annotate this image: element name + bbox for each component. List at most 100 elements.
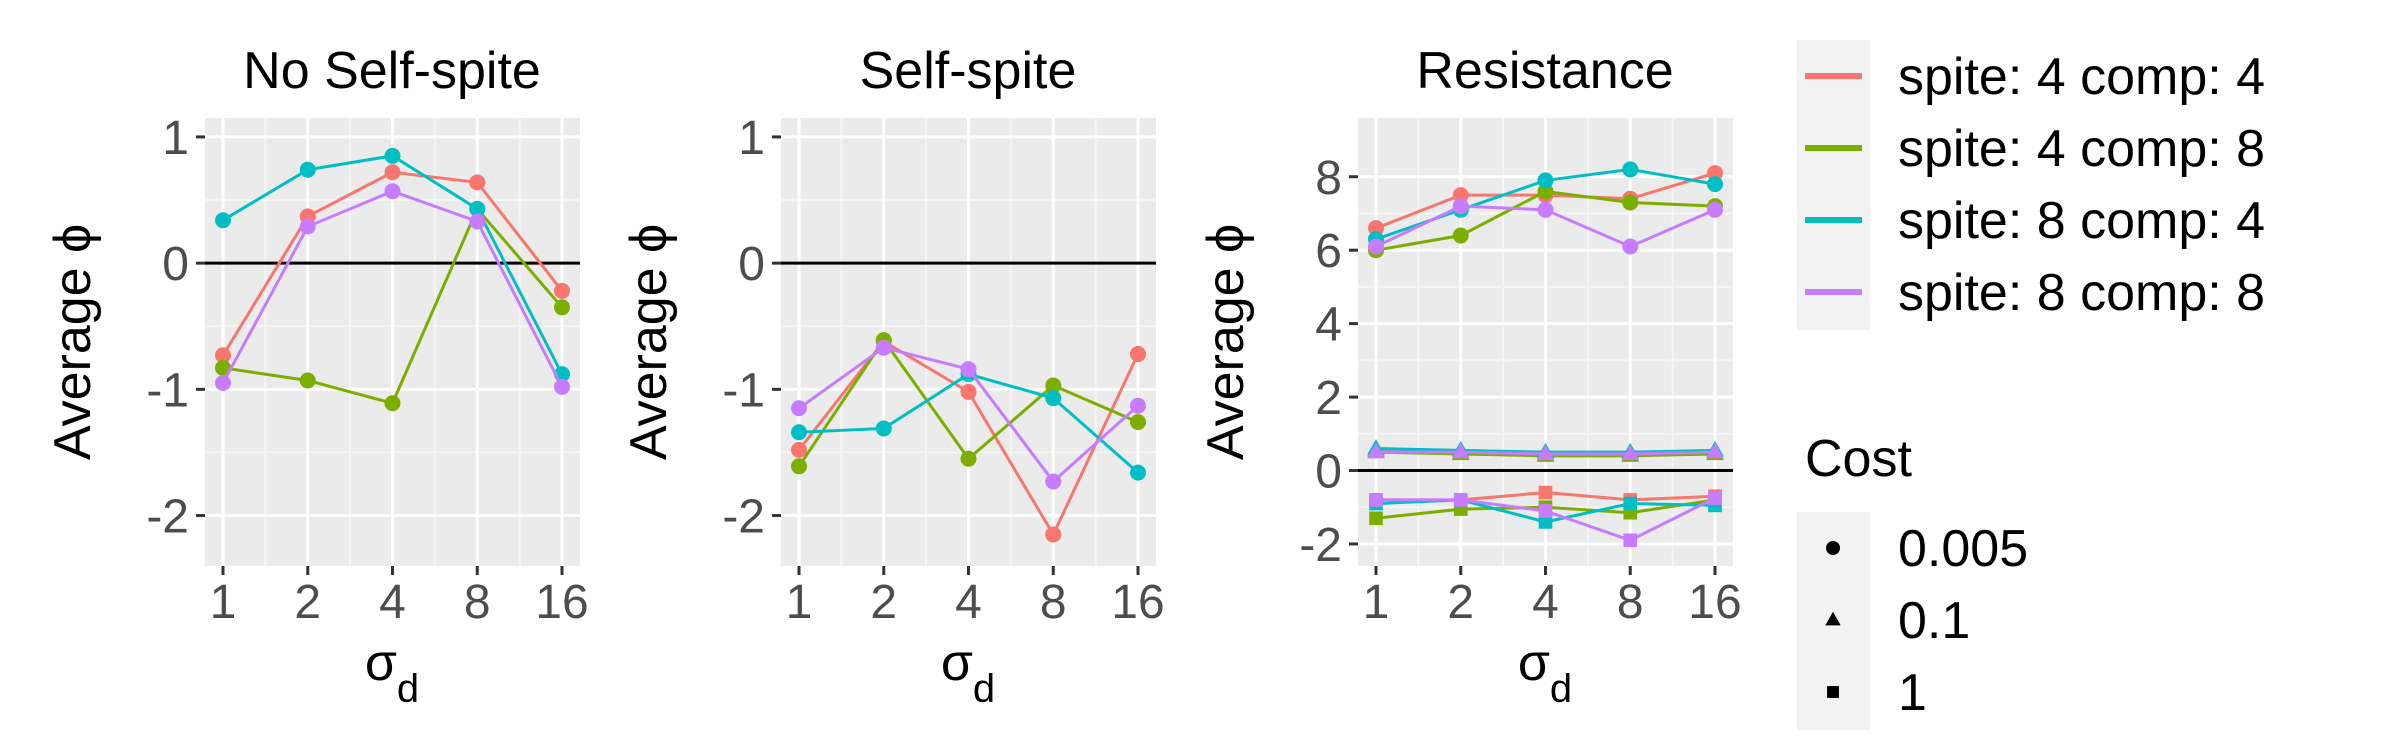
y-tick-label: 1 [738,112,765,165]
data-point [384,164,401,181]
data-point [1706,442,1724,459]
data-point [1130,345,1146,362]
data-point [215,212,231,229]
legend-label: 0.005 [1898,520,2028,578]
panel-resistance: Resistance 8 6 4 2 0 -2 1 2 4 8 16 Average ϕ σd [1197,42,1742,711]
shape-legend-title: Cost [1805,430,1912,488]
data-point [469,213,486,230]
x-axis-title-main: σ [365,634,397,692]
x-tick-label: 8 [1617,576,1644,629]
y-tick-label: 6 [1315,225,1342,278]
data-point [1368,238,1384,255]
data-point [1707,201,1723,218]
data-point [1538,515,1553,529]
x-tick-label: 16 [1111,576,1164,629]
data-point [1622,161,1639,178]
x-tick-label: 1 [210,576,237,629]
data-point [1707,176,1723,193]
data-point [299,161,316,178]
legend-item: 0.005 [1826,520,2028,578]
legend-item: spite: 8 comp: 8 [1805,264,2265,322]
legend-label: spite: 4 comp: 4 [1898,48,2265,106]
panel-title: No Self-spite [243,42,541,100]
legend-item: 0.1 [1825,592,1970,650]
y-axis-title: Average ϕ [1197,224,1255,460]
data-point [384,147,401,164]
x-tick-label: 8 [1040,576,1067,629]
legend-label: spite: 8 comp: 4 [1898,192,2265,250]
data-point [1536,444,1555,461]
legend-key-circle [1826,541,1840,555]
panel-title: Self-spite [860,42,1077,100]
x-axis-title-main: σ [941,634,973,692]
y-tick-label: -1 [146,364,189,417]
legend-label: spite: 4 comp: 8 [1898,120,2265,178]
data-point [299,218,316,235]
legend-label: spite: 8 comp: 8 [1898,264,2265,322]
gridlines [781,118,1156,566]
x-tick-label: 2 [870,576,897,629]
data-point [1045,377,1062,394]
data-point [960,361,977,378]
y-axis: 8 6 4 2 0 -2 [1299,152,1358,572]
data-point [1130,464,1146,481]
series-layer [1367,161,1724,548]
x-tick-label: 4 [379,576,406,629]
x-axis: 1 2 4 8 16 [786,566,1165,629]
y-axis: 1 0 -1 -2 [146,112,205,544]
data-point [299,372,316,389]
y-tick-label: -1 [722,364,765,417]
x-axis-title-subscript: d [397,667,419,711]
y-axis: 1 0 -1 -2 [722,112,781,544]
data-point [554,282,570,299]
data-point [1451,442,1470,459]
data-point [1367,442,1385,459]
x-axis-title: σd [1518,634,1572,711]
data-point [791,424,807,441]
legend-key-square [1827,686,1839,698]
data-point [1622,238,1639,255]
panel-title: Resistance [1416,42,1673,100]
data-point [1045,473,1062,490]
y-tick-label: 4 [1315,299,1342,352]
legend-item: spite: 4 comp: 4 [1805,48,2265,106]
x-tick-label: 4 [1532,576,1559,629]
data-point [1538,504,1553,518]
legend-item: spite: 4 comp: 8 [1805,120,2265,178]
x-tick-label: 2 [1447,576,1474,629]
shape-legend: Cost 0.005 0.1 1 [1797,430,2028,730]
data-point [1621,444,1640,461]
data-point [1537,183,1554,200]
x-axis-title: σd [941,634,995,711]
panel-no-self-spite: No Self-spite 1 0 -1 -2 1 2 4 8 16 Average ϕ σd [44,42,589,711]
y-tick-label: -2 [722,491,765,544]
x-tick-label: 1 [786,576,813,629]
data-point [791,400,807,417]
data-point [791,458,807,475]
data-point [1452,187,1469,204]
legend-key-triangle [1825,611,1841,626]
data-point [1130,397,1146,414]
data-point [1538,485,1553,500]
series-layer [215,147,570,412]
data-point [215,359,231,376]
gridlines [1358,118,1733,566]
y-tick-label: 0 [162,238,189,291]
y-tick-label: 2 [1315,372,1342,425]
data-point [554,299,570,316]
legend-label: 1 [1898,664,1927,722]
color-legend-key-background [1797,40,1870,330]
legend-label: 0.1 [1898,592,1970,650]
x-axis: 1 2 4 8 16 [1363,566,1742,629]
y-tick-label: 1 [162,112,189,165]
data-point [1369,511,1383,526]
y-axis-title: Average ϕ [44,224,102,460]
data-point [791,441,807,458]
data-point [1045,526,1062,543]
legend-item: 1 [1827,664,1927,722]
data-point [1537,201,1554,218]
data-point [1045,390,1062,407]
x-axis-title-subscript: d [973,667,995,711]
y-tick-label: 0 [738,238,765,291]
